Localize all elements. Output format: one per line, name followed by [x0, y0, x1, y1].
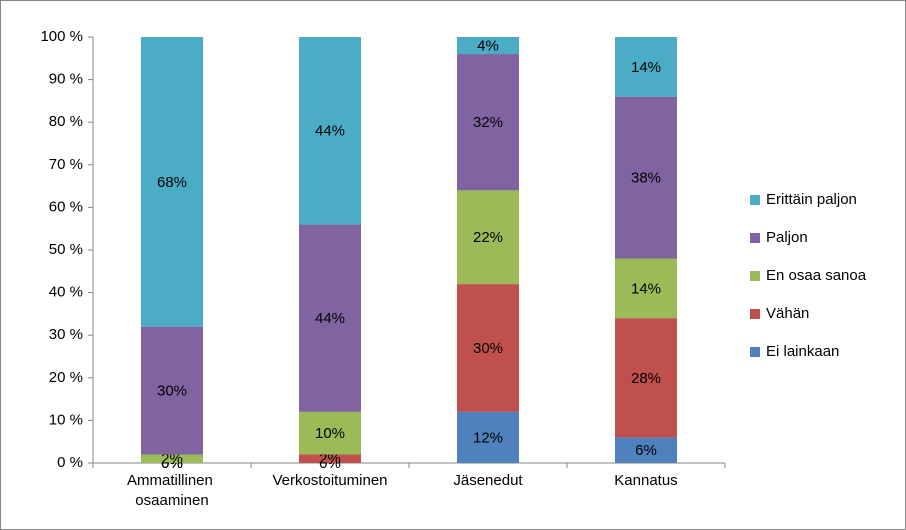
data-label: 32% [473, 114, 503, 131]
bar-segment [457, 54, 519, 191]
legend-swatch [750, 233, 760, 243]
data-label: 12% [473, 429, 503, 446]
legend-label: Ei lainkaan [766, 343, 839, 360]
bar-segment [457, 190, 519, 285]
x-tick-label: Verkostoituminen [272, 472, 387, 489]
y-tick-label: 20 % [49, 369, 83, 386]
data-label: 44% [315, 310, 345, 327]
bar-segment [615, 437, 677, 463]
y-tick-label: 0 % [57, 454, 83, 471]
data-label: 30% [157, 383, 187, 400]
data-label: 30% [473, 340, 503, 357]
bar-segment [141, 37, 203, 327]
bar-segment [141, 454, 203, 463]
data-label: 44% [315, 123, 345, 140]
data-label: 14% [631, 280, 661, 297]
y-tick-label: 10 % [49, 411, 83, 428]
legend-swatch [750, 195, 760, 205]
y-tick-label: 30 % [49, 326, 83, 343]
x-tick-label: Ammatillinen osaaminen [127, 472, 217, 509]
data-label: 28% [631, 370, 661, 387]
bar-segment [141, 326, 203, 455]
y-tick-label: 70 % [49, 156, 83, 173]
data-label: 14% [631, 59, 661, 76]
legend-label: Vähän [766, 305, 809, 322]
bar-segment [299, 454, 361, 463]
bar-segment [457, 37, 519, 55]
data-label: 22% [473, 229, 503, 246]
legend-swatch [750, 309, 760, 319]
y-tick-label: 50 % [49, 241, 83, 258]
bar-segment [615, 318, 677, 438]
y-tick-label: 100 % [40, 28, 83, 45]
x-tick-label: Jäsenedut [453, 472, 523, 489]
data-label: 68% [157, 174, 187, 191]
legend-swatch [750, 347, 760, 357]
data-label: 38% [631, 170, 661, 187]
bar-segment [457, 284, 519, 412]
legend-swatch [750, 271, 760, 281]
bar-segment [299, 411, 361, 455]
legend-label: En osaa sanoa [766, 267, 867, 284]
data-label: 4% [477, 37, 499, 54]
y-tick-label: 60 % [49, 198, 83, 215]
bar-segment [615, 258, 677, 319]
bar-segment [615, 37, 677, 97]
y-tick-label: 40 % [49, 284, 83, 301]
data-label: 2% [161, 451, 183, 468]
legend-label: Paljon [766, 229, 808, 246]
legend-label: Erittäin paljon [766, 191, 857, 208]
bar-segment [299, 37, 361, 225]
bar-segment [299, 224, 361, 412]
bar-segment [457, 411, 519, 463]
y-tick-label: 80 % [49, 113, 83, 130]
data-label: 6% [635, 442, 657, 459]
data-label: 10% [315, 425, 345, 442]
bar-segment [615, 96, 677, 259]
y-tick-label: 90 % [49, 71, 83, 88]
data-label: 2% [319, 451, 341, 468]
x-tick-label: Kannatus [614, 472, 677, 489]
